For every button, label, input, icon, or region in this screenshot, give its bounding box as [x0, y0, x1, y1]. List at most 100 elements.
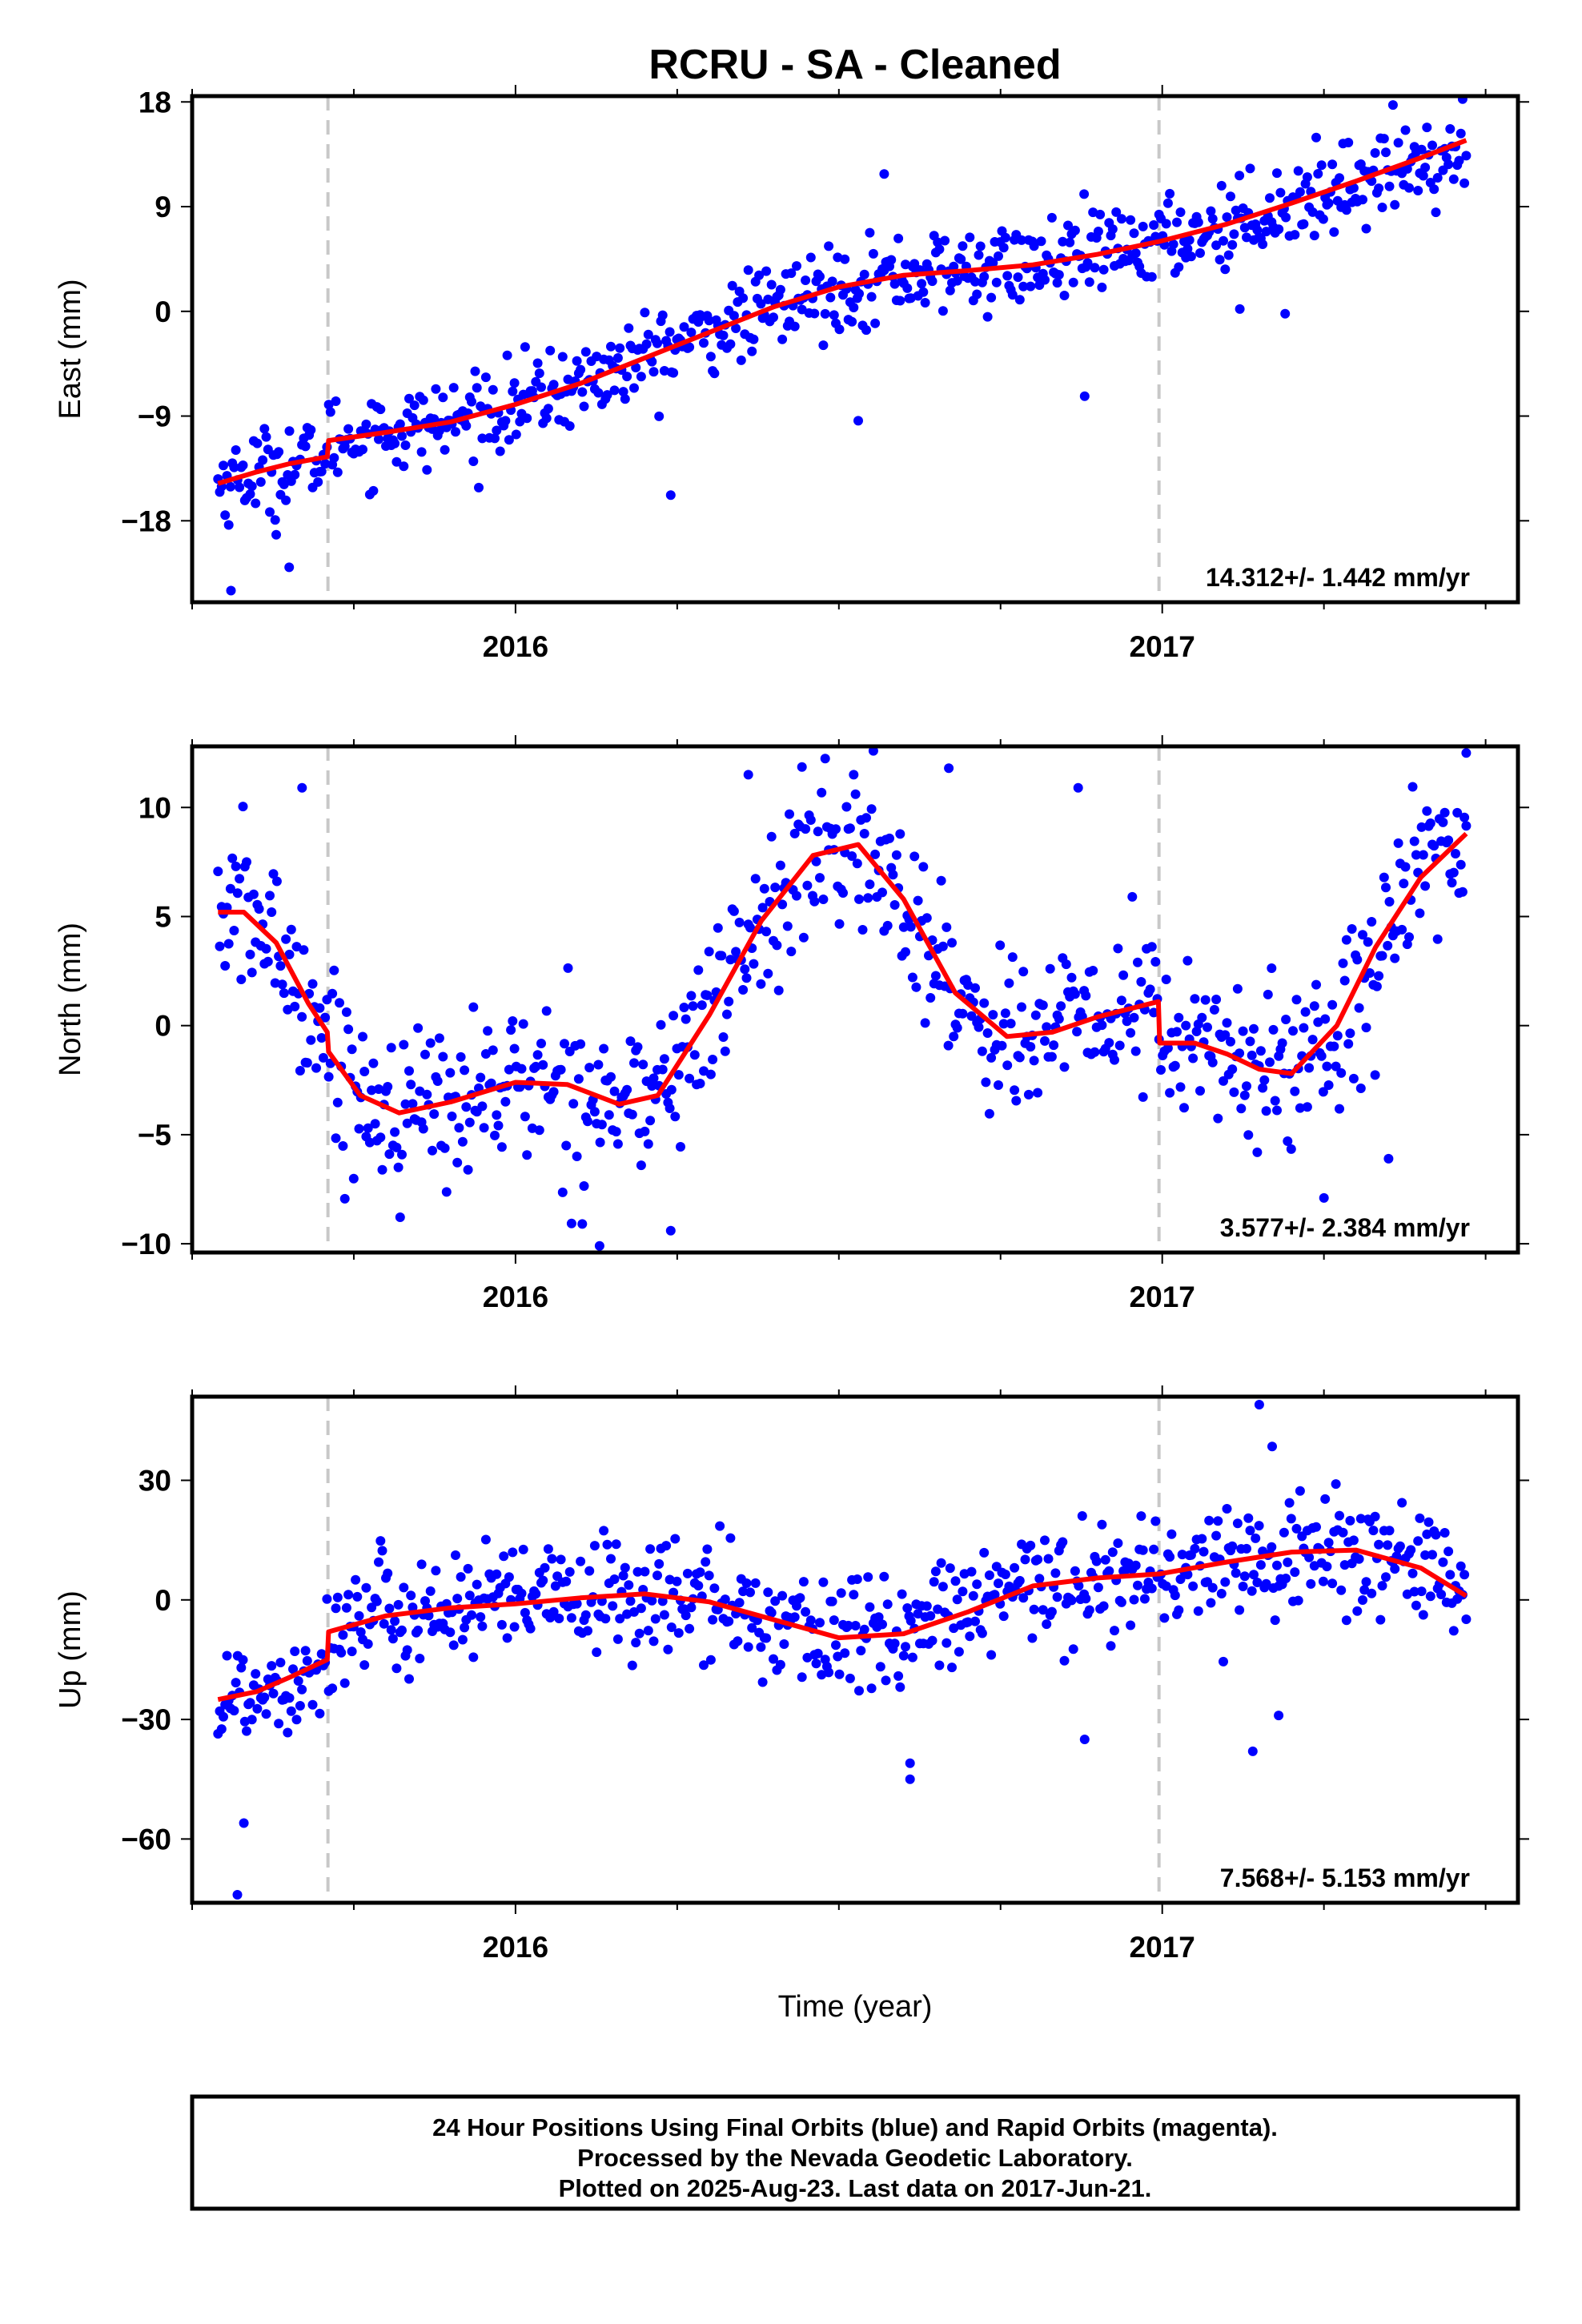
up-data-point: [1222, 1504, 1232, 1514]
north-data-point: [622, 1084, 632, 1095]
north-data-point: [486, 1078, 496, 1088]
up-data-point: [1010, 1562, 1020, 1573]
north-data-point: [636, 1160, 646, 1171]
up-data-point: [251, 1669, 261, 1679]
north-data-point: [669, 1011, 679, 1021]
up-data-point: [863, 1572, 873, 1582]
north-data-point: [1127, 891, 1138, 902]
north-data-point: [235, 874, 245, 884]
north-data-point: [315, 1003, 325, 1013]
east-data-point: [1215, 255, 1225, 265]
east-data-point: [1095, 209, 1106, 219]
up-data-point: [231, 1678, 241, 1688]
east-data-point: [1413, 186, 1423, 195]
east-data-point: [219, 460, 228, 471]
east-data-point: [331, 396, 341, 406]
north-data-point: [729, 906, 739, 916]
up-data-point: [634, 1628, 644, 1638]
north-data-point: [854, 894, 864, 904]
east-data-point: [1460, 178, 1470, 188]
east-y-tick-label: 9: [155, 191, 171, 223]
north-data-point: [220, 961, 231, 971]
up-data-point: [383, 1568, 393, 1578]
up-data-point: [1020, 1554, 1030, 1565]
north-data-point: [496, 1142, 507, 1152]
north-data-point: [408, 1099, 418, 1109]
east-data-point: [1258, 239, 1268, 249]
north-data-point: [267, 907, 277, 917]
up-data-point: [1254, 1400, 1264, 1409]
up-data-point: [1190, 1543, 1200, 1554]
north-data-point: [611, 1127, 621, 1137]
east-data-point: [1374, 183, 1384, 194]
up-data-point: [704, 1570, 714, 1581]
north-data-point: [693, 965, 704, 975]
north-data-point: [599, 1043, 609, 1054]
north-data-point: [229, 926, 239, 935]
up-data-point: [1406, 1545, 1416, 1555]
north-data-point: [708, 1055, 718, 1064]
east-fit-line: [217, 138, 1468, 486]
east-data-point: [686, 328, 697, 338]
north-data-point: [1179, 1103, 1189, 1113]
up-data-point: [1279, 1527, 1289, 1538]
east-data-point: [1138, 221, 1148, 231]
east-data-point: [404, 393, 414, 404]
north-data-point: [422, 1089, 432, 1100]
up-data-point: [363, 1638, 373, 1649]
north-data-point: [952, 1023, 962, 1033]
up-data-point: [1341, 1615, 1351, 1626]
up-data-point: [833, 1651, 843, 1662]
north-data-point: [1290, 1086, 1300, 1096]
up-data-point: [1150, 1516, 1161, 1526]
north-data-point: [930, 971, 941, 981]
up-data-point: [293, 1676, 303, 1686]
up-data-point: [681, 1610, 691, 1621]
north-data-point: [476, 1072, 486, 1083]
up-data-point: [673, 1628, 684, 1638]
up-data-point: [1227, 1541, 1238, 1551]
east-data-point: [461, 420, 472, 431]
north-data-point: [1162, 1043, 1173, 1053]
up-data-point: [1413, 1536, 1423, 1546]
north-plot-frame: [190, 744, 1520, 1255]
north-data-point: [966, 1011, 977, 1021]
north-data-point: [831, 824, 841, 834]
east-data-point: [792, 261, 801, 271]
east-data-point: [1329, 227, 1339, 237]
north-data-point: [717, 951, 727, 961]
north-data-point: [1213, 1113, 1223, 1124]
east-data-point: [451, 427, 460, 437]
north-data-point: [1352, 955, 1363, 965]
north-data-point: [316, 1033, 327, 1043]
up-data-point: [1345, 1515, 1355, 1526]
up-data-point: [1368, 1526, 1379, 1536]
east-data-point: [270, 515, 280, 525]
up-data-point: [632, 1566, 643, 1577]
up-data-point: [627, 1660, 637, 1671]
north-data-point: [299, 945, 309, 955]
north-data-point: [1384, 897, 1395, 907]
east-data-point: [1223, 250, 1234, 260]
east-data-point: [622, 372, 632, 382]
east-data-point: [532, 358, 543, 368]
north-data-point: [332, 1097, 343, 1108]
up-data-point: [531, 1589, 541, 1599]
east-data-point: [754, 270, 765, 280]
north-data-point: [909, 851, 920, 862]
up-data-point: [761, 1633, 772, 1643]
north-data-point: [596, 1120, 607, 1130]
east-data-point: [938, 306, 948, 316]
north-data-point: [852, 858, 862, 869]
north-data-point: [1371, 981, 1382, 991]
up-data-point: [492, 1569, 502, 1579]
up-data-point: [811, 1659, 821, 1669]
east-data-point: [1379, 134, 1389, 144]
up-data-point: [1439, 1528, 1450, 1538]
north-data-point: [335, 998, 344, 1008]
up-data-point: [766, 1607, 777, 1618]
north-data-point: [1329, 1041, 1339, 1051]
east-data-point: [1313, 169, 1323, 179]
up-data-point: [1216, 1589, 1227, 1598]
east-data-point: [1079, 391, 1090, 401]
